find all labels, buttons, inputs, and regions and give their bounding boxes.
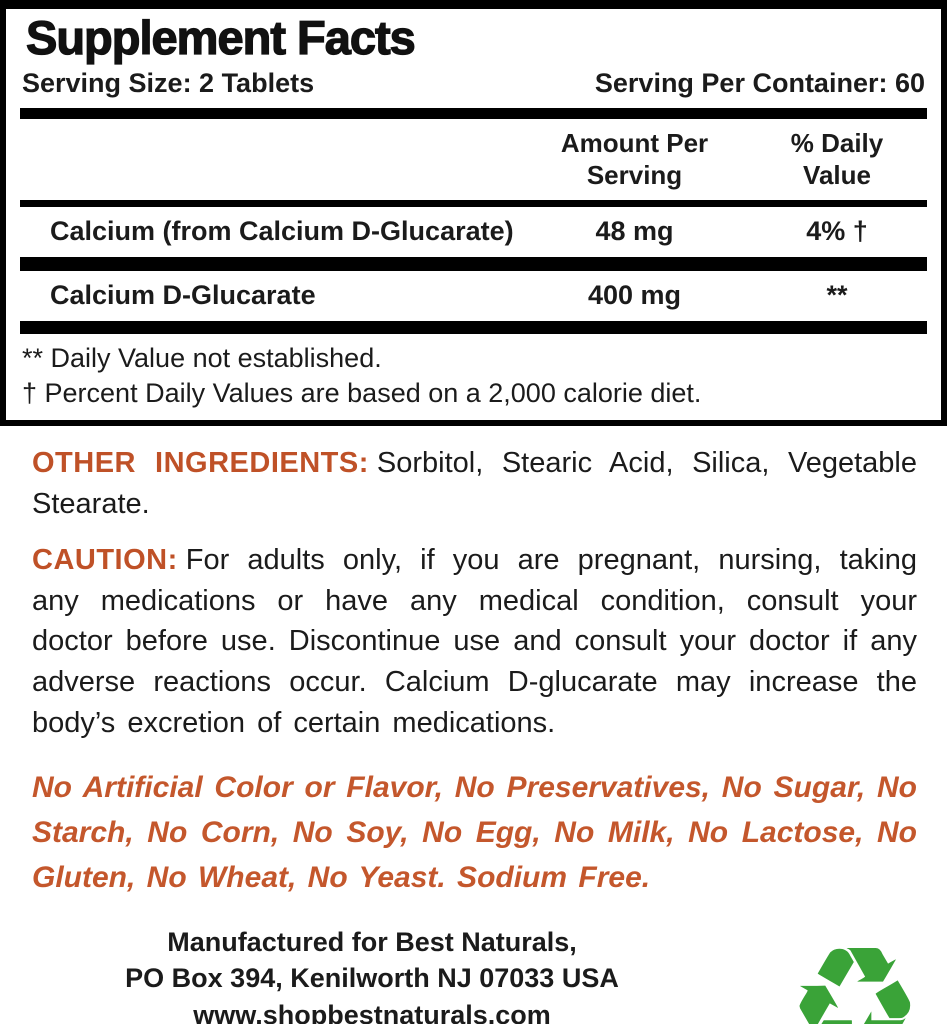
manufacturer-website: www.shopbestnaturals.com: [193, 999, 551, 1024]
nutrient-name: Calcium D-Glucarate: [50, 279, 316, 310]
table-header-row: Amount Per Serving % Daily Value: [20, 119, 927, 200]
footnote-percent-dv: † Percent Daily Values are based on a 2,…: [22, 378, 702, 409]
table-row: Calcium D-Glucarate 400 mg **: [20, 271, 927, 321]
manufacturer-address: PO Box 394, Kenilworth NJ 07033 USA: [125, 963, 619, 994]
supplement-facts-panel: Supplement Facts Serving Size: 2 Tablets…: [0, 0, 947, 426]
manufacturer-info: Manufactured for Best Naturals, PO Box 3…: [38, 924, 706, 1024]
footer-block: Manufactured for Best Naturals, PO Box 3…: [0, 920, 947, 1024]
caution-heading: CAUTION:: [32, 544, 178, 577]
column-header-amount: Amount Per Serving: [560, 127, 709, 191]
panel-title: Supplement Facts: [25, 11, 416, 64]
other-ingredients-heading: OTHER INGREDIENTS:: [32, 447, 369, 479]
serving-row: Serving Size: 2 Tablets Serving Per Cont…: [20, 68, 927, 108]
nutrient-amount: 48 mg: [595, 215, 674, 246]
serving-size: Serving Size: 2 Tablets: [22, 67, 315, 98]
nutrient-daily-value: **: [826, 279, 848, 310]
divider-thick: [20, 320, 927, 334]
column-header-daily-value: % Daily Value: [790, 127, 884, 191]
nutrient-amount: 400 mg: [587, 279, 682, 310]
nutrient-name: Calcium (from Calcium D-Glucarate): [50, 215, 514, 246]
manufacturer-line: Manufactured for Best Naturals,: [167, 927, 577, 958]
caution-paragraph: CAUTION: For adults only, if you are preg…: [32, 540, 917, 743]
other-ingredients-text: Sorbitol, Stearic Acid, Silica, Vegetabl…: [32, 447, 917, 520]
recycle-icon: ♻: [786, 918, 923, 1024]
divider-thick: [20, 256, 927, 271]
divider-medium: [20, 199, 927, 207]
caution-text: For adults only, if you are pregnant, nu…: [32, 544, 917, 739]
footnotes: ** Daily Value not established. † Percen…: [20, 334, 927, 412]
free-of-claims: No Artificial Color or Flavor, No Preser…: [32, 771, 917, 895]
divider-thick: [20, 107, 927, 119]
servings-per-container: Serving Per Container: 60: [594, 67, 925, 98]
table-row: Calcium (from Calcium D-Glucarate) 48 mg…: [20, 207, 927, 257]
nutrient-daily-value: 4% †: [806, 215, 868, 246]
label-body: OTHER INGREDIENTS: Sorbitol, Stearic Acid…: [0, 426, 947, 900]
footnote-daily-value: ** Daily Value not established.: [22, 342, 382, 373]
other-ingredients-paragraph: OTHER INGREDIENTS: Sorbitol, Stearic Acid…: [32, 443, 917, 524]
